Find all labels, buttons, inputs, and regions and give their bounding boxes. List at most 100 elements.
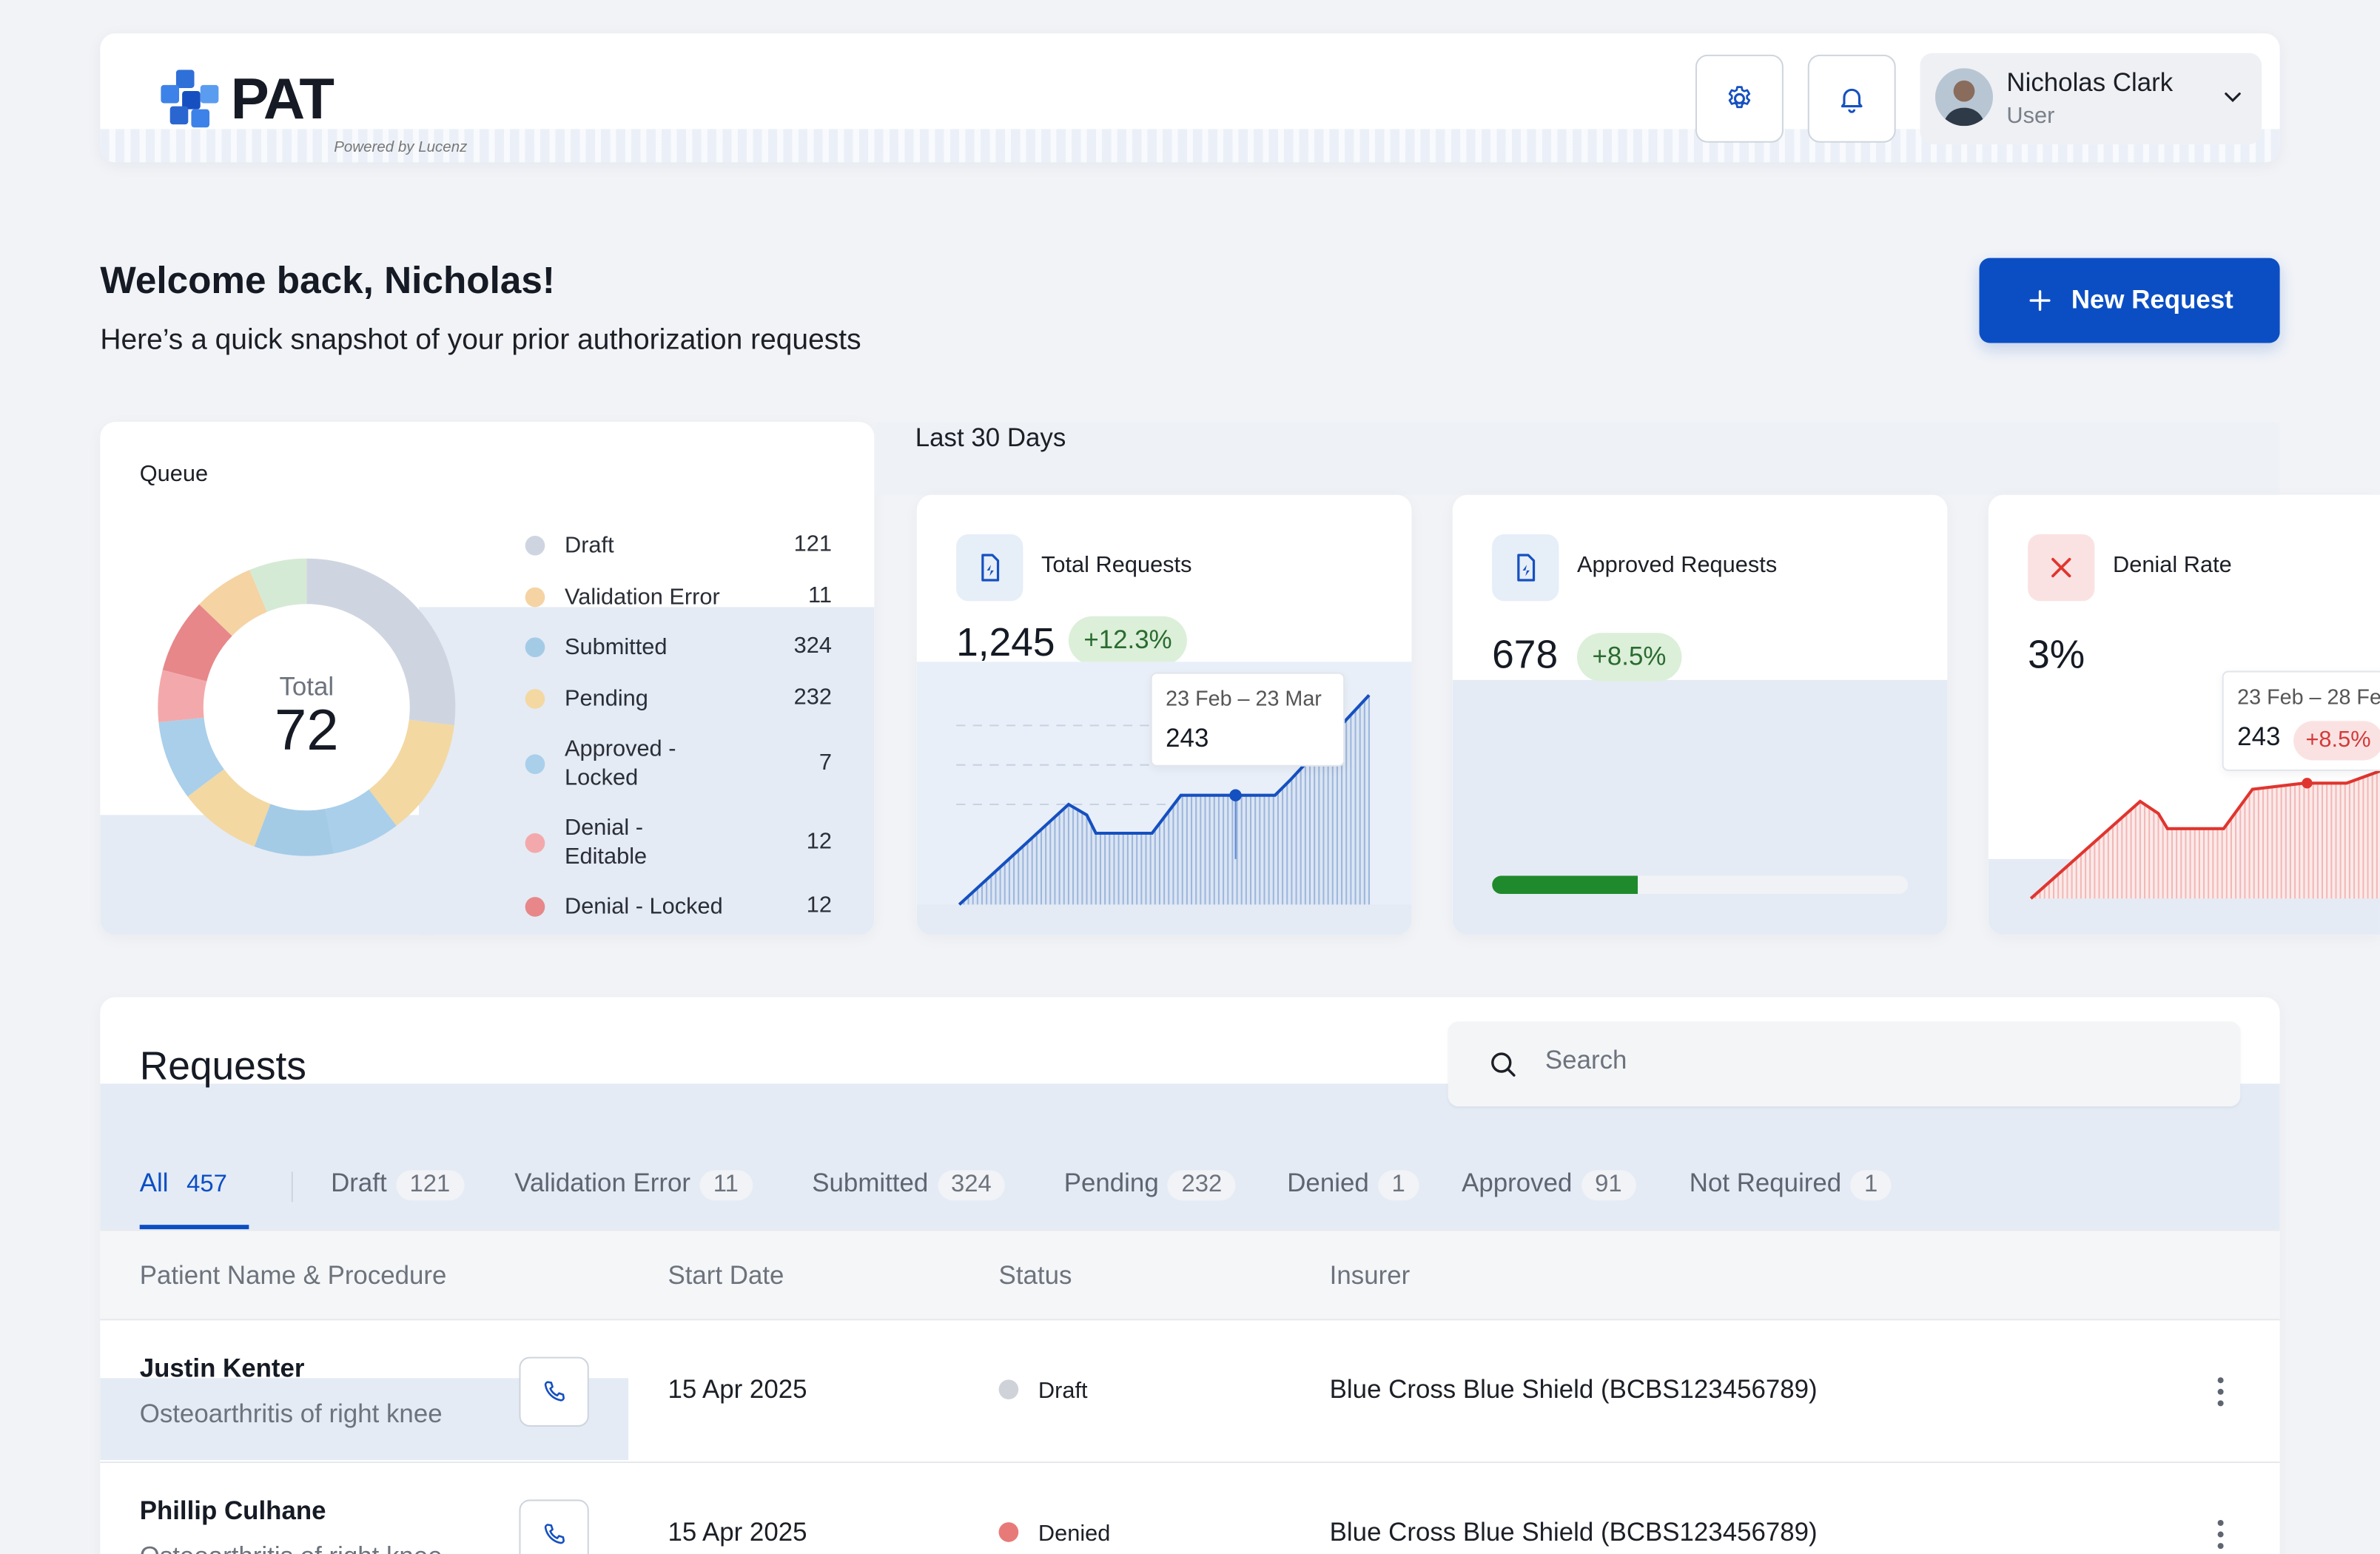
legend-item[interactable]: Draft 121 [522, 528, 832, 579]
logo-text: PAT [230, 68, 335, 132]
new-request-button[interactable]: New Request [1979, 258, 2280, 343]
user-menu[interactable]: Nicholas Clark User [1920, 53, 2262, 144]
card-band [1452, 679, 1948, 935]
procedure: Osteoarthritis of right knee [140, 1542, 443, 1554]
donut-total-label: Total [279, 672, 334, 701]
legend-dot [525, 536, 545, 556]
tab-label: Validation Error [514, 1168, 691, 1198]
legend-count: 11 [807, 582, 832, 608]
user-name: Nicholas Clark [2006, 68, 2174, 98]
chevron-down-icon [2225, 92, 2241, 103]
tab-all[interactable]: All 457 [140, 1168, 236, 1229]
legend-item[interactable]: Submitted 324 [522, 630, 832, 682]
tooltip-date: 23 Feb – 23 Mar [1166, 686, 1322, 710]
insurer: Blue Cross Blue Shield (BCBS123456789) [1329, 1518, 1818, 1547]
donut-segment [162, 604, 233, 682]
phone-icon [544, 1524, 565, 1544]
legend-label: Denial - Editable [564, 815, 648, 870]
stats-band [874, 422, 2280, 495]
tab-separator [291, 1171, 293, 1202]
tab-draft[interactable]: Draft 121 [331, 1168, 464, 1229]
chart-tooltip: 23 Feb – 28 Fe 243 +8.5% [2222, 670, 2380, 771]
stat-change-badge: +12.3% [1068, 616, 1188, 665]
search-box[interactable] [1448, 1021, 2241, 1107]
legend-item[interactable]: Approved - Locked 7 [522, 732, 832, 811]
column-patient[interactable]: Patient Name & Procedure [139, 1261, 447, 1291]
tab-count: 121 [395, 1170, 464, 1201]
insurer: Blue Cross Blue Shield (BCBS123456789) [1329, 1375, 1818, 1405]
donut-segment [187, 768, 272, 847]
tab-count: 457 [186, 1171, 227, 1198]
legend-count: 12 [806, 829, 832, 855]
tab-count: 91 [1581, 1170, 1636, 1201]
tab-not-required[interactable]: Not Required 1 [1690, 1168, 1892, 1229]
legend-item[interactable]: Denial - Locked 12 [522, 890, 832, 935]
more-options-icon[interactable] [2201, 1515, 2240, 1554]
bell-icon [1841, 88, 1863, 113]
legend-item[interactable]: Denial - Editable 12 [522, 811, 832, 890]
legend-count: 121 [793, 531, 832, 557]
settings-button[interactable] [1695, 54, 1784, 143]
approved-progress-bar [1492, 875, 1909, 895]
table-header: Patient Name & Procedure Start Date Stat… [100, 1229, 2280, 1321]
table-row[interactable]: Justin Kenter Osteoarthritis of right kn… [100, 1320, 2280, 1464]
tab-label: Approved [1462, 1168, 1573, 1198]
legend-dot [525, 586, 545, 607]
stat-icon-box [956, 534, 1023, 602]
notifications-button[interactable] [1807, 54, 1896, 143]
stat-value: 3% [2028, 631, 2085, 677]
column-start-date[interactable]: Start Date [668, 1261, 784, 1291]
tab-denied[interactable]: Denied 1 [1287, 1168, 1419, 1229]
legend-label: Validation Error [564, 583, 720, 610]
tab-approved[interactable]: Approved 91 [1462, 1168, 1636, 1229]
requests-panel: Requests All 457 Draft 121 Validation Error 1… [100, 997, 2280, 1554]
patient-name: Phillip Culhane [139, 1496, 326, 1526]
total-requests-card[interactable]: Total Requests 1,245 +12.3% 23 Feb – 23 … [916, 494, 1412, 935]
tooltip-change-badge: +8.5% [2293, 721, 2380, 761]
table-row[interactable]: Phillip Culhane Osteoarthritis of right … [100, 1463, 2280, 1554]
tab-submitted[interactable]: Submitted 324 [812, 1168, 1006, 1229]
user-role: User [2006, 103, 2055, 130]
document-bolt-icon [1517, 554, 1536, 582]
queue-legend: Draft 121 Validation Error 11 Submitted 324 Pe… [522, 528, 832, 935]
phone-icon [544, 1381, 565, 1402]
legend-label: Pending [564, 685, 648, 712]
queue-band [419, 607, 875, 935]
status-dot [998, 1379, 1019, 1400]
denial-rate-card[interactable]: Denial Rate 3% 23 Feb – 28 Fe 243 +8.5% [1988, 494, 2380, 935]
legend-dot [525, 637, 545, 658]
period-label: Last 30 Days [915, 423, 1066, 453]
column-insurer[interactable]: Insurer [1329, 1261, 1411, 1291]
denial-rate-sparkline [1988, 769, 2380, 935]
donut-segment [158, 670, 207, 723]
donut-segment [158, 717, 225, 797]
tooltip-value: 243 [2237, 722, 2281, 752]
donut-segment [254, 804, 335, 856]
tooltip-date: 23 Feb – 28 Fe [2237, 684, 2380, 709]
procedure: Osteoarthritis of right knee [139, 1399, 443, 1428]
call-button[interactable] [519, 1499, 589, 1554]
donut-segment [249, 558, 308, 613]
legend-count: 324 [793, 633, 832, 659]
stat-title: Total Requests [1041, 552, 1192, 579]
tab-count: 11 [699, 1170, 753, 1201]
legend-dot [525, 833, 545, 854]
column-status[interactable]: Status [998, 1261, 1072, 1291]
logo-tagline: Powered by Lucenz [334, 139, 468, 157]
tab-pending[interactable]: Pending 232 [1064, 1168, 1236, 1229]
legend-item[interactable]: Pending 232 [522, 681, 832, 732]
status-dot [998, 1522, 1019, 1542]
legend-item[interactable]: Validation Error 11 [522, 579, 832, 630]
active-tab-indicator [139, 1225, 249, 1230]
tab-validation-error[interactable]: Validation Error 11 [514, 1168, 753, 1229]
legend-dot [525, 688, 545, 709]
requests-title: Requests [139, 1043, 306, 1089]
more-options-icon[interactable] [2201, 1372, 2240, 1411]
tooltip-value: 243 [1166, 724, 1209, 753]
status-label: Denied [1038, 1521, 1111, 1547]
tab-label: Not Required [1689, 1168, 1842, 1198]
call-button[interactable] [519, 1356, 589, 1427]
search-input[interactable] [1544, 1046, 2183, 1077]
approved-requests-card[interactable]: Approved Requests 678 +8.5% [1452, 494, 1948, 935]
donut-total-value: 72 [275, 697, 339, 762]
